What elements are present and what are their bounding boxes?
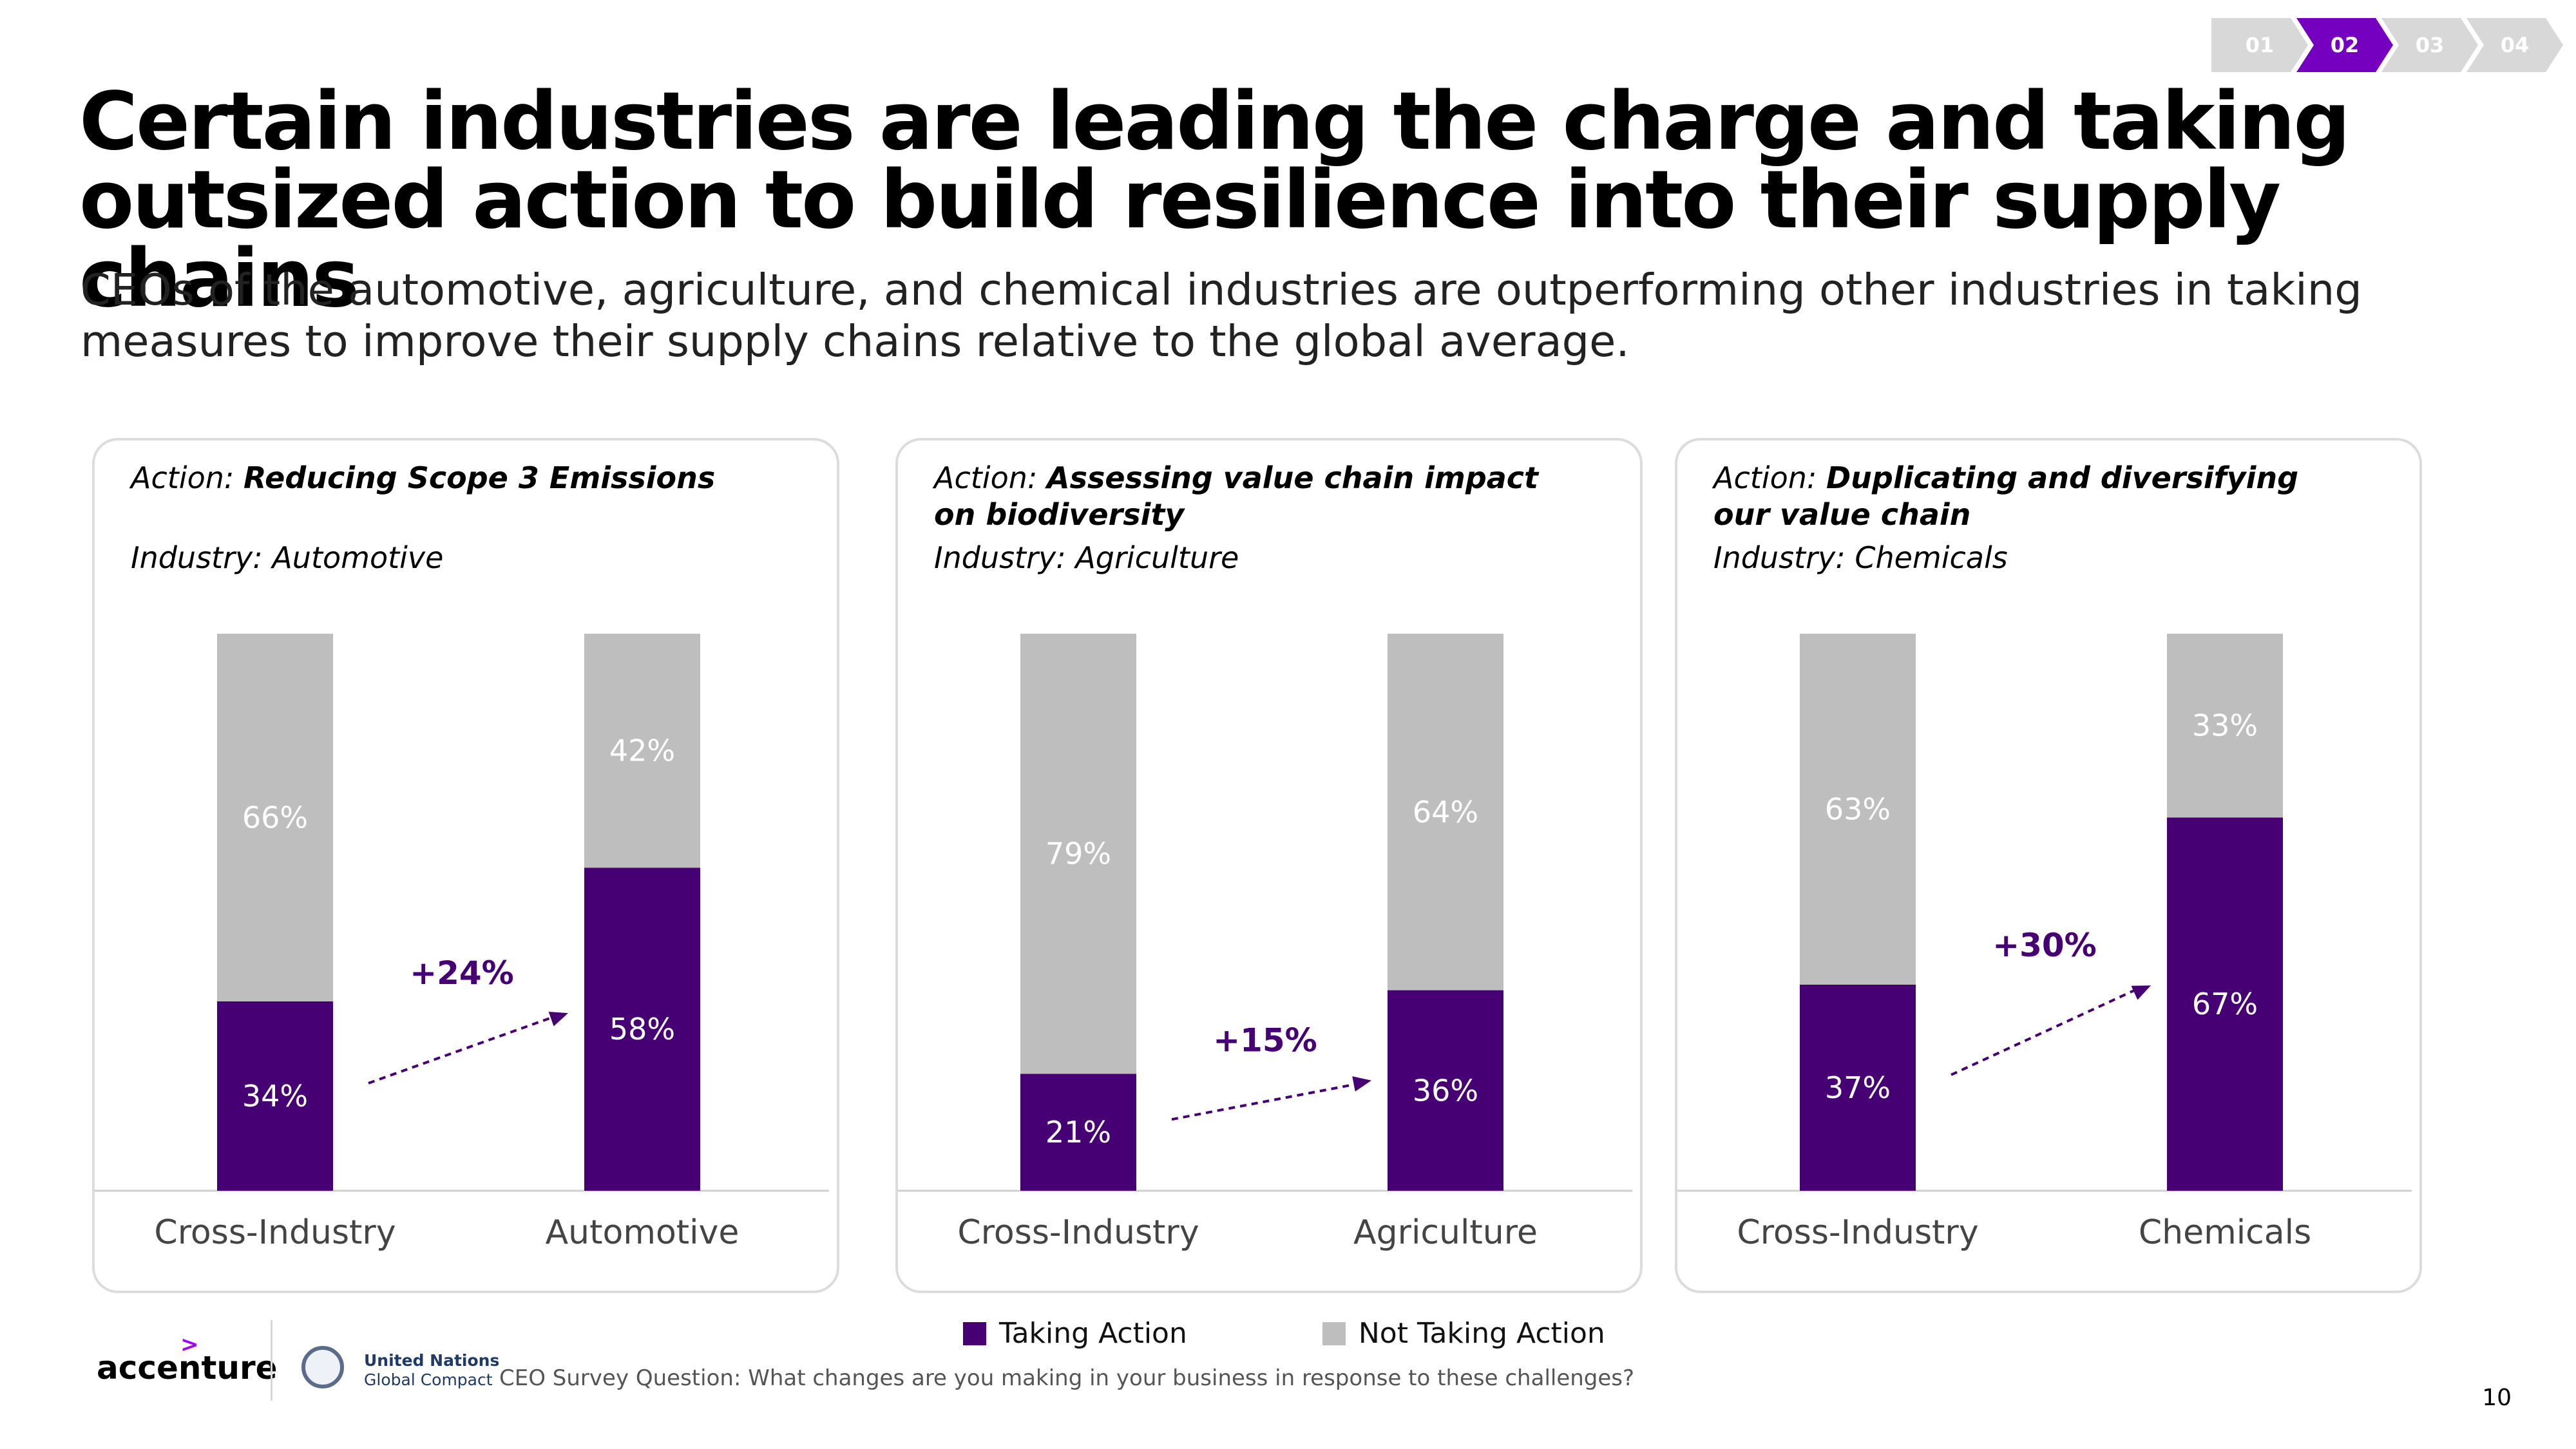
action-prefix: Action: [1713,460,1817,495]
x-tick-label: Chemicals [2139,1213,2311,1252]
nav-step-04[interactable]: 04 [2466,18,2563,72]
delta-label: +30% [1992,927,2097,964]
delta-arrow-head [548,1012,568,1027]
data-label-not-taking: 63% [1825,791,1891,826]
data-label-taking: 37% [1825,1070,1891,1105]
industry-label: Industry: Automotive [131,540,444,575]
data-label-taking: 21% [1045,1115,1111,1150]
x-tick-label: Cross-Industry [957,1213,1199,1252]
data-label-not-taking: 66% [242,800,308,835]
x-tick-label: Cross-Industry [1737,1213,1978,1252]
bar-taking-action [1020,1074,1136,1191]
accenture-caret-icon: > [180,1332,199,1358]
footer-divider [271,1320,272,1401]
x-tick-label: Cross-Industry [154,1213,396,1252]
stacked-bar-chart: 37% 63% Cross-Industry 67% 33% Chemicals +30% [1677,634,2412,1252]
data-label-not-taking: 33% [2192,708,2258,743]
bar-not-taking-action [1020,634,1136,1074]
action-text: Assessing value chain impact on biodiver… [934,460,1539,532]
section-nav: 01 02 03 04 [2211,18,2563,72]
data-label-taking: 36% [1413,1073,1478,1108]
delta-arrow-line [1171,1082,1359,1121]
chart-panel-agriculture: Action: Assessing value chain impact on … [895,438,1643,1293]
stacked-bar-chart: 34% 66% Cross-Industry 58% 42% Automotive +24% [95,634,829,1252]
action-text: Duplicating and diversifying our value c… [1713,460,2299,532]
x-tick-label: Automotive [546,1213,739,1252]
chart-legend: Taking Action Not Taking Action [963,1317,1605,1350]
action-text: Reducing Scope 3 Emissions [243,460,716,495]
bar-not-taking-action [584,634,700,868]
delta-arrow-head [1352,1076,1371,1092]
bar-taking-action [584,867,700,1191]
bar-not-taking-action [217,634,333,1001]
nav-step-01[interactable]: 01 [2211,18,2308,72]
legend-swatch-not-taking [1322,1321,1346,1345]
page-title: Certain industries are leading the charg… [79,75,2351,325]
legend-label-not-taking: Not Taking Action [1358,1317,1605,1350]
bar-taking-action [1388,990,1503,1191]
data-label-taking: 34% [242,1079,308,1113]
data-label-not-taking: 42% [609,734,675,768]
bar-taking-action [2167,817,2283,1191]
un-line2: Global Compact [364,1370,493,1389]
data-label-not-taking: 79% [1045,837,1111,871]
industry-label: Industry: Chemicals [1713,540,2008,575]
delta-arrow-line [368,1015,556,1084]
page-subtitle: CEOs of the automotive, agriculture, and… [81,265,2362,366]
legend-item-not-taking: Not Taking Action [1322,1317,1605,1350]
legend-item-taking: Taking Action [963,1317,1187,1350]
delta-arrow-head [2131,985,2151,1000]
bar-taking-action [1800,984,1916,1191]
data-label-not-taking: 64% [1413,795,1478,829]
panel-action: Action: Duplicating and diversifying our… [1713,460,2358,533]
un-line1: United Nations [364,1351,500,1370]
legend-swatch-taking [963,1321,986,1345]
un-emblem-icon [301,1346,344,1388]
legend-label-taking: Taking Action [999,1317,1187,1350]
bar-taking-action [217,1001,333,1191]
action-prefix: Action: [934,460,1038,495]
delta-label: +15% [1213,1022,1317,1059]
delta-label: +24% [410,954,514,992]
bar-not-taking-action [1388,634,1503,990]
industry-label: Industry: Agriculture [934,540,1239,575]
panel-action: Action: Reducing Scope 3 Emissions [131,460,775,497]
stacked-bar-chart: 21% 79% Cross-Industry 36% 64% Agriculture +15… [898,634,1632,1252]
page-number: 10 [2482,1385,2512,1411]
data-label-taking: 58% [609,1012,675,1046]
action-prefix: Action: [131,460,234,495]
bar-not-taking-action [1800,634,1916,985]
chart-panel-chemicals: Action: Duplicating and diversifying our… [1675,438,2422,1293]
chart-panel-automotive: Action: Reducing Scope 3 Emissions Indus… [92,438,839,1293]
data-label-taking: 67% [2192,987,2258,1021]
un-global-compact-logo: United Nations Global Compact [364,1351,499,1390]
source-note: CEO Survey Question: What changes are yo… [499,1365,1635,1391]
x-tick-label: Agriculture [1353,1213,1538,1252]
bar-not-taking-action [2167,634,2283,818]
accenture-logo: accenture [97,1349,278,1387]
nav-step-02[interactable]: 02 [2296,18,2393,72]
delta-arrow-line [1951,987,2139,1076]
nav-step-03[interactable]: 03 [2381,18,2478,72]
panel-action: Action: Assessing value chain impact on … [934,460,1578,533]
